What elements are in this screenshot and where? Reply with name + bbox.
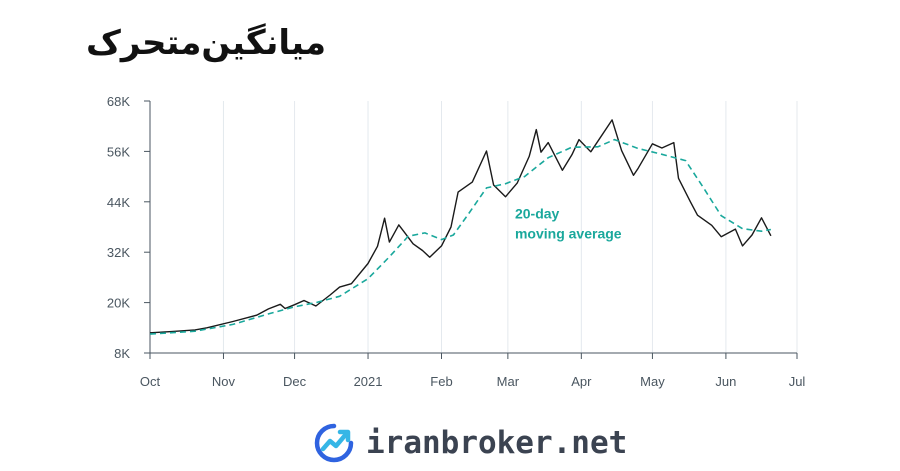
x-tick-label: Jul (789, 374, 806, 389)
x-tick-label: 2021 (354, 374, 383, 389)
annotation-line-1: 20-day (515, 206, 560, 222)
y-tick-label: 44K (107, 195, 130, 210)
brand-name: iranbroker.net (366, 425, 628, 461)
series-layer (149, 119, 772, 335)
trend-logo-icon (314, 423, 354, 463)
x-tick-label: May (640, 374, 665, 389)
x-tick-label: Nov (212, 374, 236, 389)
page-title: میانگین‌متحرک (86, 23, 327, 63)
x-tick-label: Oct (140, 374, 161, 389)
y-tick-label: 20K (107, 296, 130, 311)
brand-logo: iranbroker.net (312, 418, 627, 468)
tick-labels: Oct Nov Dec 2021 Feb Mar Apr May Jun Jul 8K 20K 32K 4… (107, 94, 806, 389)
y-tick-label: 8K (114, 346, 130, 361)
y-tick-label: 68K (107, 94, 130, 109)
x-tick-label: Apr (571, 374, 592, 389)
price-line (149, 119, 772, 334)
y-tick-label: 32K (107, 245, 130, 260)
x-tick-label: Mar (497, 374, 520, 389)
x-tick-label: Dec (283, 374, 307, 389)
y-tick-label: 56K (107, 144, 130, 159)
x-tick-label: Jun (715, 374, 736, 389)
annotation-line-2: moving average (515, 226, 622, 242)
x-tick-label: Feb (430, 374, 452, 389)
grid (222, 101, 798, 353)
axes (144, 100, 798, 359)
moving-average-line (149, 138, 772, 335)
